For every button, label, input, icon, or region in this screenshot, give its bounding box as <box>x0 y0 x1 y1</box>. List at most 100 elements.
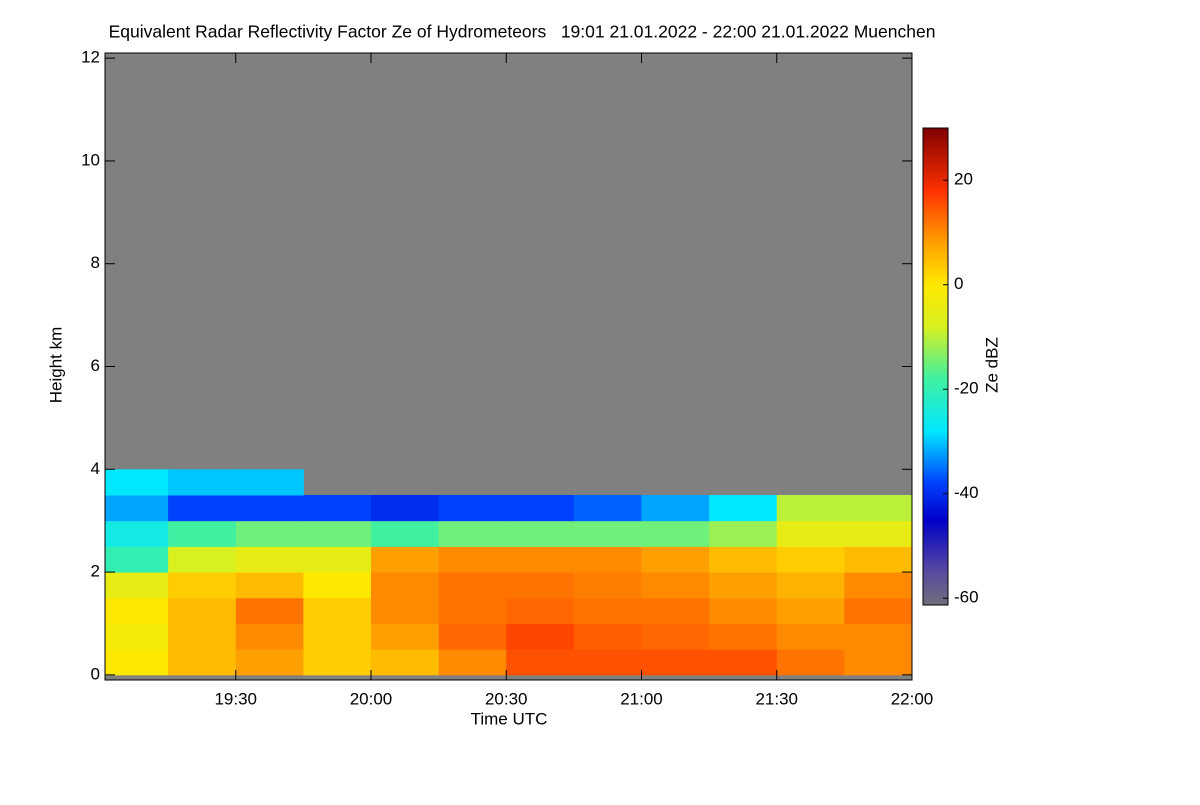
heatmap-cell <box>438 572 507 599</box>
heatmap-cell <box>776 623 845 650</box>
heatmap-cell <box>641 623 710 650</box>
heatmap-cell <box>235 597 304 624</box>
heatmap-cell <box>168 597 237 624</box>
heatmap-cell <box>776 597 845 624</box>
heatmap-cell <box>105 469 169 496</box>
heatmap-cell <box>370 597 440 624</box>
heatmap-cell <box>709 623 778 650</box>
heatmap-cell <box>168 572 237 599</box>
heatmap-cell <box>506 520 575 547</box>
x-tick-label: 21:00 <box>620 689 663 708</box>
heatmap-cell <box>303 494 372 522</box>
heatmap-cell <box>641 597 710 624</box>
heatmap-cell <box>235 572 304 599</box>
heatmap-cell <box>438 546 507 573</box>
x-axis-label: Time UTC <box>471 709 548 728</box>
heatmap-cell <box>370 649 440 676</box>
heatmap-cell <box>303 597 372 624</box>
heatmap-cell <box>844 623 913 650</box>
heatmap-cell <box>844 572 913 599</box>
heatmap-cell <box>168 494 237 522</box>
heatmap-cell <box>776 649 845 676</box>
colorbar-tick-label: -40 <box>954 483 979 502</box>
heatmap-cell <box>370 572 440 599</box>
heatmap-cell <box>709 572 778 599</box>
heatmap-cell <box>168 546 237 573</box>
y-tick-label: 2 <box>91 562 100 581</box>
heatmap-cell <box>438 597 507 624</box>
heatmap-cell <box>573 649 642 676</box>
heatmap-cell <box>303 623 372 650</box>
y-tick-label: 6 <box>91 356 100 375</box>
heatmap-cell <box>506 572 575 599</box>
heatmap-cell <box>438 520 507 547</box>
heatmap-cell <box>370 520 440 547</box>
heatmap-cell <box>844 494 913 522</box>
heatmap-cell <box>506 649 575 676</box>
x-tick-label: 21:30 <box>755 689 798 708</box>
x-tick-label: 20:30 <box>485 689 528 708</box>
heatmap-cell <box>709 546 778 573</box>
heatmap-cell <box>776 494 845 522</box>
heatmap-cell <box>303 546 372 573</box>
heatmap-cell <box>573 597 642 624</box>
colorbar-tick-label: -20 <box>954 379 979 398</box>
heatmap-cell <box>438 494 507 522</box>
y-tick-label: 12 <box>81 48 100 67</box>
heatmap-cell <box>641 572 710 599</box>
heatmap-cell <box>235 623 304 650</box>
colorbar-tick-label: 20 <box>954 170 973 189</box>
heatmap-cell <box>105 520 169 547</box>
heatmap-cell <box>370 623 440 650</box>
heatmap-cell <box>303 649 372 676</box>
colorbar <box>922 127 949 606</box>
heatmap-cell <box>641 520 710 547</box>
heatmap-cell <box>709 494 778 522</box>
heatmap-cell <box>105 546 169 573</box>
x-tick-label: 20:00 <box>350 689 393 708</box>
heatmap-cell <box>235 520 304 547</box>
heatmap-cell <box>776 572 845 599</box>
x-tick-label: 19:30 <box>214 689 257 708</box>
heatmap-cell <box>506 597 575 624</box>
heatmap-cell <box>506 494 575 522</box>
chart-title: Equivalent Radar Reflectivity Factor Ze … <box>109 22 936 42</box>
y-tick-label: 0 <box>91 664 100 683</box>
heatmap-cell <box>105 494 169 522</box>
heatmap-cell <box>438 623 507 650</box>
heatmap-cell <box>235 494 304 522</box>
heatmap-cell <box>370 546 440 573</box>
heatmap-cell <box>105 597 169 624</box>
colorbar-tick-label: 0 <box>954 274 963 293</box>
y-tick-label: 8 <box>91 253 100 272</box>
heatmap-cell <box>776 546 845 573</box>
heatmap-cell <box>235 469 304 496</box>
heatmap-cell <box>844 520 913 547</box>
heatmap-cell <box>709 520 778 547</box>
heatmap-cell <box>168 520 237 547</box>
heatmap-cell <box>641 546 710 573</box>
heatmap-cell <box>168 623 237 650</box>
heatmap-cell <box>168 469 237 496</box>
heatmap-cell <box>235 649 304 676</box>
x-tick-label: 22:00 <box>891 689 934 708</box>
heatmap-cell <box>573 623 642 650</box>
heatmap-cell <box>506 546 575 573</box>
heatmap-cell <box>641 494 710 522</box>
heatmap-cell <box>776 520 845 547</box>
heatmap-cell <box>370 494 440 522</box>
colorbar-label: Ze dBZ <box>982 337 1001 393</box>
heatmap-cell <box>709 597 778 624</box>
heatmap-cell <box>709 649 778 676</box>
y-tick-label: 10 <box>81 150 100 169</box>
heatmap-cell <box>105 572 169 599</box>
heatmap-cell <box>573 494 642 522</box>
heatmap-cell <box>844 649 913 676</box>
heatmap-cell <box>506 623 575 650</box>
heatmap-cell <box>303 520 372 547</box>
heatmap-cell <box>438 649 507 676</box>
heatmap-cell <box>573 520 642 547</box>
heatmap-cell <box>168 649 237 676</box>
heatmap-cell <box>105 623 169 650</box>
